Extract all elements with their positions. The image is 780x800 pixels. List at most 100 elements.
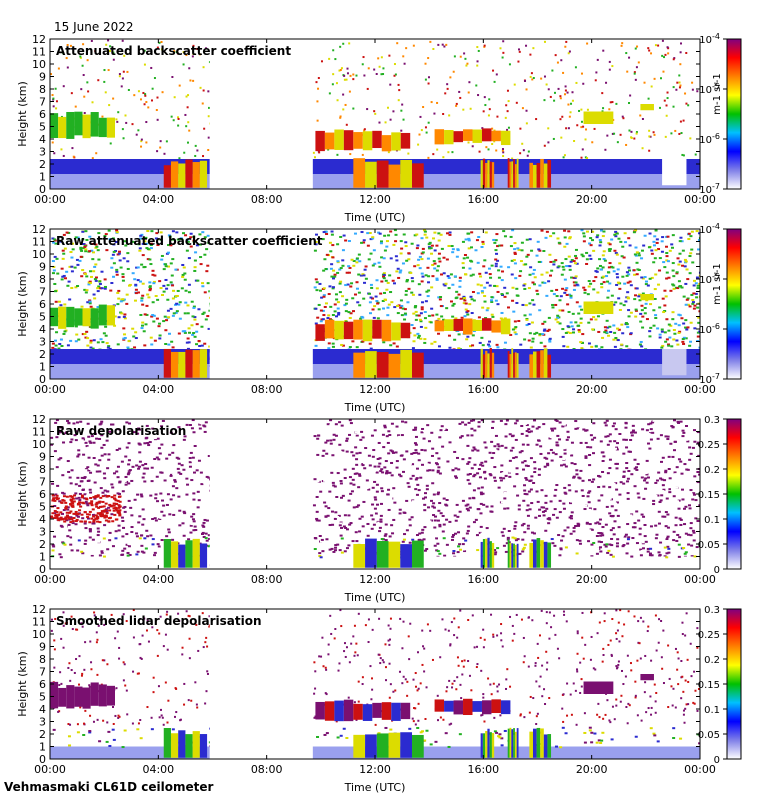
noise-pixel: [83, 95, 86, 98]
noise-pixel: [500, 444, 504, 447]
noise-pixel: [428, 241, 432, 244]
noise-pixel: [680, 502, 684, 505]
noise-pixel: [69, 482, 73, 485]
noise-pixel: [481, 127, 484, 130]
noise-pixel: [619, 519, 623, 522]
noise-pixel: [592, 249, 596, 252]
noise-pixel: [527, 428, 531, 431]
noise-pixel: [466, 444, 470, 447]
noise-pixel: [576, 503, 580, 506]
noise-pixel: [100, 454, 104, 457]
noise-pixel: [400, 305, 404, 308]
noise-pixel: [554, 303, 558, 306]
noise-pixel: [672, 329, 676, 332]
noise-pixel: [441, 445, 445, 448]
noise-pixel: [374, 295, 378, 298]
noise-pixel: [515, 101, 518, 104]
noise-pixel: [150, 230, 154, 233]
noise-pixel: [470, 298, 474, 301]
noise-pixel: [463, 273, 467, 276]
noise-pixel: [172, 119, 175, 122]
noise-pixel: [178, 509, 182, 512]
noise-pixel: [649, 525, 653, 528]
noise-pixel: [373, 507, 377, 510]
noise-pixel: [517, 319, 521, 322]
noise-pixel: [173, 50, 176, 53]
noise-pixel: [583, 291, 587, 294]
noise-pixel: [403, 533, 407, 536]
noise-pixel: [153, 438, 157, 441]
noise-pixel: [477, 316, 481, 319]
noise-pixel: [663, 331, 667, 334]
noise-pixel: [208, 290, 212, 293]
noise-pixel: [558, 554, 562, 557]
noise-pixel: [584, 441, 588, 444]
noise-pixel: [600, 532, 604, 535]
noise-pixel: [437, 466, 441, 469]
noise-pixel: [697, 232, 700, 235]
noise-pixel: [503, 497, 507, 500]
noise-pixel: [519, 260, 523, 263]
noise-pixel: [437, 457, 441, 460]
noise-pixel: [196, 149, 199, 152]
noise-pixel: [378, 457, 382, 460]
noise-pixel: [679, 236, 683, 239]
noise-pixel: [185, 423, 189, 426]
cloud-layer: [640, 104, 654, 111]
noise-pixel: [599, 229, 603, 232]
noise-pixel: [191, 333, 195, 336]
noise-pixel: [424, 326, 428, 329]
noise-pixel: [493, 553, 497, 556]
noise-pixel: [437, 257, 441, 260]
noise-pixel: [177, 116, 180, 119]
noise-pixel: [538, 309, 542, 312]
noise-pixel: [570, 454, 574, 457]
noise-pixel: [150, 99, 153, 102]
noise-pixel: [403, 62, 406, 65]
noise-pixel: [397, 99, 400, 102]
noise-pixel: [88, 528, 92, 531]
noise-pixel: [413, 428, 417, 431]
noise-pixel: [177, 457, 181, 460]
noise-pixel: [61, 249, 65, 252]
cloud-layer: [362, 319, 373, 342]
noise-pixel: [481, 243, 485, 246]
noise-pixel: [140, 145, 143, 148]
noise-pixel: [479, 525, 483, 528]
noise-pixel: [401, 262, 405, 265]
noise-pixel: [652, 503, 656, 506]
noise-pixel: [622, 438, 626, 441]
noise-pixel: [314, 506, 318, 509]
noise-pixel: [151, 269, 155, 272]
noise-pixel: [420, 463, 424, 466]
noise-pixel: [79, 55, 82, 58]
noise-pixel: [641, 541, 645, 544]
noise-pixel: [657, 482, 661, 485]
noise-pixel: [482, 110, 485, 113]
noise-pixel: [154, 295, 158, 298]
noise-pixel: [493, 479, 497, 482]
noise-pixel: [167, 343, 171, 346]
noise-pixel: [572, 281, 576, 284]
noise-pixel: [580, 451, 584, 454]
noise-pixel: [313, 435, 317, 438]
noise-pixel: [531, 78, 534, 81]
noise-pixel: [339, 482, 343, 485]
noise-pixel: [636, 492, 640, 495]
noise-pixel: [595, 270, 599, 273]
noise-pixel: [481, 306, 485, 309]
noise-pixel: [191, 315, 195, 318]
noise-pixel: [428, 477, 432, 480]
noise-pixel: [588, 473, 592, 476]
noise-pixel: [77, 453, 81, 456]
noise-pixel: [621, 275, 625, 278]
noise-pixel: [372, 249, 376, 252]
noise-pixel: [362, 56, 365, 59]
noise-pixel: [66, 66, 69, 69]
noise-pixel: [584, 156, 587, 159]
noise-pixel: [622, 457, 626, 460]
noise-pixel: [110, 454, 114, 457]
noise-pixel: [363, 129, 366, 132]
noise-pixel: [178, 301, 182, 304]
noise-pixel: [162, 514, 166, 517]
